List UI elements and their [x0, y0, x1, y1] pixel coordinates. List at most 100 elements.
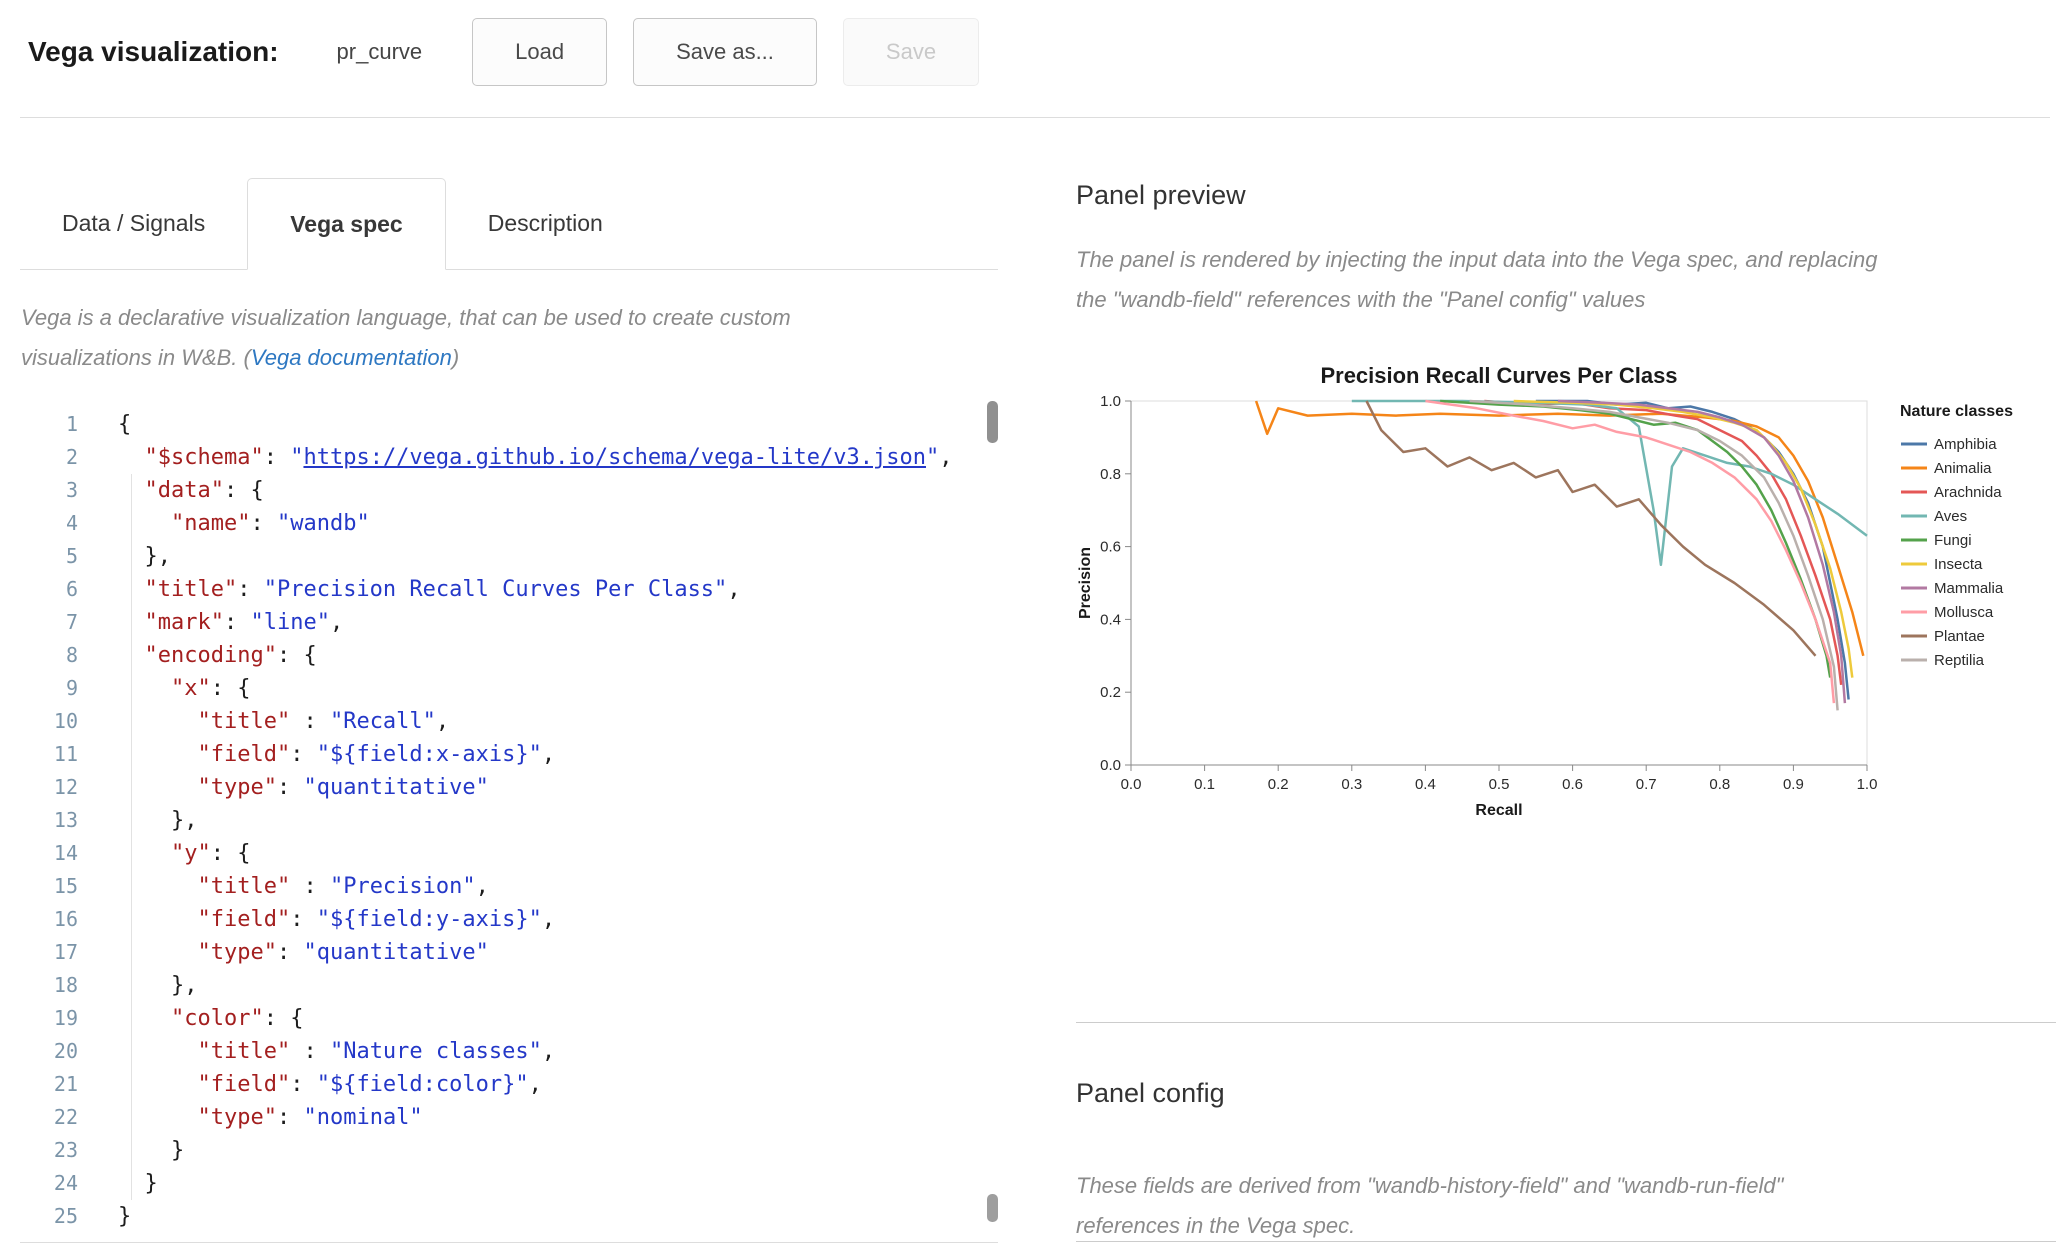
save-as-button[interactable]: Save as... [633, 18, 817, 86]
line-number: 12 [53, 775, 78, 799]
x-tick-label: 0.2 [1268, 776, 1289, 793]
x-tick-label: 0.0 [1121, 776, 1142, 793]
code-line[interactable]: } [118, 1171, 158, 1196]
header-divider [20, 117, 2050, 118]
code-line[interactable]: "y": { [170, 841, 251, 866]
editor-scrollbar-thumb-bottom[interactable] [987, 1194, 998, 1222]
code-area[interactable]: { "$schema": "https://vega.github.io/sch… [118, 408, 984, 1233]
bottom-divider [1076, 1241, 2056, 1242]
line-number: 2 [65, 445, 78, 469]
panel-preview-description: The panel is rendered by injecting the i… [1076, 240, 2070, 320]
series-line-fungi [1440, 399, 1832, 678]
series-line-mammalia [1557, 399, 1847, 704]
x-tick-label: 1.0 [1857, 776, 1878, 793]
section-divider [1076, 1022, 2056, 1023]
tab-vega-spec[interactable]: Vega spec [247, 178, 446, 270]
panel-config-heading: Panel config [1076, 1078, 1225, 1108]
line-number: 10 [53, 709, 78, 733]
line-number: 11 [53, 742, 78, 766]
code-line[interactable]: "type": "quantitative" [197, 775, 489, 800]
code-line[interactable]: } [118, 1138, 185, 1163]
vega-spec-editor[interactable]: 1 2 3 4 5 6 7 8 9 10 11 12 13 14 15 16 17 18 19 20 21 22 23 24 2… [20, 400, 998, 1243]
x-tick-label: 0.7 [1636, 776, 1657, 793]
header: Vega visualization: pr_curve Load Save a… [28, 14, 980, 90]
code-line[interactable]: "field": "${field:x-axis}", [197, 742, 556, 767]
page-title: Vega visualization: [28, 36, 279, 67]
x-tick-label: 0.5 [1489, 776, 1510, 793]
tab-bar: Data / Signals Vega spec Description [20, 178, 998, 270]
code-line[interactable]: "type": "nominal" [197, 1105, 423, 1130]
panel-config-description: These fields are derived from "wandb-his… [1076, 1166, 2070, 1246]
code-line[interactable]: "title" : "Nature classes", [197, 1039, 556, 1064]
line-number: 8 [65, 643, 78, 667]
series-line-aves [1351, 399, 1868, 567]
line-number: 25 [53, 1204, 78, 1228]
legend-label-amphibia: Amphibia [1934, 436, 1997, 453]
legend-label-insecta: Insecta [1934, 556, 1983, 573]
code-line[interactable]: }, [118, 973, 198, 998]
legend-label-animalia: Animalia [1934, 460, 1992, 477]
panel-preview-heading: Panel preview [1076, 180, 1246, 210]
code-line[interactable]: "color": { [170, 1006, 304, 1031]
code-line[interactable]: { [118, 412, 132, 437]
editor-scrollbar-thumb[interactable] [987, 401, 998, 443]
code-line[interactable]: }, [118, 808, 198, 833]
line-number: 23 [53, 1138, 78, 1162]
intro-line1: Vega is a declarative visualization lang… [21, 305, 791, 330]
code-line[interactable]: "title": "Precision Recall Curves Per Cl… [144, 577, 741, 602]
code-line[interactable]: "x": { [170, 676, 251, 701]
legend-label-mammalia: Mammalia [1934, 580, 2004, 597]
code-line[interactable]: "field": "${field:color}", [197, 1072, 542, 1097]
code-line[interactable]: } [118, 1204, 132, 1229]
preview-desc-line2: the "wandb-field" references with the "P… [1076, 287, 1646, 312]
x-tick-label: 0.8 [1709, 776, 1730, 793]
code-line[interactable]: "$schema": "https://vega.github.io/schem… [144, 445, 953, 470]
vega-spec-intro: Vega is a declarative visualization lang… [21, 298, 986, 378]
save-button[interactable]: Save [842, 18, 980, 86]
code-line[interactable]: "data": { [144, 478, 264, 503]
code-line[interactable]: }, [118, 544, 171, 569]
y-tick-label: 1.0 [1100, 393, 1121, 410]
series-line-plantae [1365, 400, 1817, 657]
code-line[interactable]: "title" : "Precision", [197, 874, 489, 899]
y-tick-label: 0.2 [1100, 684, 1121, 701]
code-line[interactable]: "encoding": { [144, 643, 317, 668]
x-axis-title: Recall [1475, 802, 1522, 819]
y-tick-label: 0.4 [1100, 611, 1121, 628]
code-line[interactable]: "name": "wandb" [170, 511, 370, 536]
code-line[interactable]: "field": "${field:y-axis}", [197, 907, 556, 932]
code-line[interactable]: "type": "quantitative" [197, 940, 489, 965]
y-tick-label: 0.6 [1100, 539, 1121, 556]
indent-guide [131, 474, 132, 1200]
line-number: 24 [53, 1171, 78, 1195]
panel-preview-chart: Precision Recall Curves Per Class 0.0 0.1 0… [1077, 363, 2013, 819]
vega-documentation-link[interactable]: Vega documentation [250, 345, 452, 370]
code-line[interactable]: "title" : "Recall", [197, 709, 450, 734]
code-line[interactable]: "mark": "line", [144, 610, 344, 635]
legend-label-plantae: Plantae [1934, 628, 1985, 645]
y-axis-title: Precision [1077, 547, 1094, 619]
legend-label-aves: Aves [1934, 508, 1967, 525]
line-number: 21 [53, 1072, 78, 1096]
series-line-mollusca [1425, 399, 1836, 704]
legend-label-arachnida: Arachnida [1934, 484, 2002, 501]
line-number: 18 [53, 973, 78, 997]
y-tick-label: 0.8 [1100, 466, 1121, 483]
tab-description[interactable]: Description [487, 210, 603, 236]
line-number: 22 [53, 1105, 78, 1129]
line-number: 16 [53, 907, 78, 931]
legend-label-mollusca: Mollusca [1934, 604, 1994, 621]
line-number: 13 [53, 808, 78, 832]
series-line-amphibia [1535, 399, 1850, 700]
line-number: 14 [53, 841, 78, 865]
load-button[interactable]: Load [472, 18, 608, 86]
line-number: 9 [65, 676, 78, 700]
panel-name: pr_curve [336, 39, 423, 64]
line-number: 19 [53, 1006, 78, 1030]
y-tick-label: 0.0 [1100, 757, 1121, 774]
line-number: 6 [65, 577, 78, 601]
config-desc-line2: references in the Vega spec. [1076, 1213, 1356, 1238]
tab-data-signals[interactable]: Data / Signals [62, 210, 206, 236]
config-desc-line1: These fields are derived from "wandb-his… [1076, 1173, 1784, 1198]
preview-desc-line1: The panel is rendered by injecting the i… [1076, 247, 1878, 272]
